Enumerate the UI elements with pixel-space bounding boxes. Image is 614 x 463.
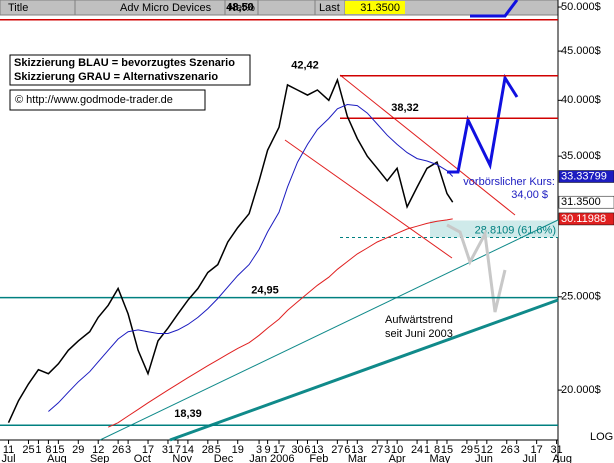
x-tick-label: 31 <box>550 444 562 456</box>
header-cell: Title <box>8 2 28 14</box>
channel-line <box>284 139 453 259</box>
x-month-label: Mar <box>348 453 367 463</box>
y-tick-label: 50.000$ <box>561 1 601 13</box>
x-month-label: Oct <box>134 453 151 463</box>
x-tick-label: 17 <box>142 444 154 456</box>
x-tick-label: 3 <box>256 444 262 456</box>
series-line <box>7 77 454 424</box>
level-label: 18,39 <box>174 408 202 420</box>
last-label: 33.33799 <box>561 170 607 182</box>
x-tick-label: 15 <box>52 444 64 456</box>
scenario-blue <box>470 0 519 18</box>
x-tick-label: 24 <box>411 444 423 456</box>
level-label: 48,50 <box>226 2 254 14</box>
y-tick-label: 40.000$ <box>561 94 601 106</box>
x-month-label: Sep <box>90 453 110 463</box>
copyright: © http://www.godmode-trader.de <box>15 94 173 106</box>
header-cell: Last <box>319 2 340 14</box>
last-label: 30.11988 <box>561 213 606 225</box>
x-tick-label: 15 <box>441 444 453 456</box>
x-tick-label: 12 <box>481 444 493 456</box>
y-tick-label: 20.000$ <box>561 384 601 396</box>
x-month-label: Jan 2006 <box>249 453 294 463</box>
x-tick-label: 1 <box>35 444 41 456</box>
x-tick-label: 13 <box>311 444 323 456</box>
x-tick-label: 26 <box>112 444 124 456</box>
note: Skizzierung BLAU = bevorzugtes Szenario <box>14 57 235 69</box>
x-month-label: Aug <box>552 453 572 463</box>
trend-label: seit Juni 2003 <box>385 328 453 340</box>
x-tick-label: 19 <box>232 444 244 456</box>
x-month-label: Jul <box>2 453 16 463</box>
level-label: 42,42 <box>291 60 319 72</box>
x-month-label: Apr <box>389 453 406 463</box>
x-tick-label: 13 <box>351 444 363 456</box>
x-tick-label: 3 <box>384 444 390 456</box>
x-tick-label: 30 <box>291 444 303 456</box>
x-tick-label: 31 <box>162 444 174 456</box>
y-tick-label: 45.000$ <box>561 45 601 57</box>
scenario-gray <box>446 223 507 313</box>
series-line <box>107 218 453 428</box>
level-label: 24,95 <box>251 285 279 297</box>
channel-line <box>339 74 516 216</box>
x-tick-label: 12 <box>92 444 104 456</box>
x-tick-label: 29 <box>461 444 473 456</box>
note: Skizzierung GRAU = Alternativszenario <box>14 71 218 83</box>
x-tick-label: 6 <box>344 444 350 456</box>
fib-label: 28.8109 (61.6%) <box>475 224 556 236</box>
x-tick-label: 5 <box>474 444 480 456</box>
x-month-label: Jul <box>522 453 536 463</box>
x-tick-label: 1 <box>424 444 430 456</box>
x-tick-label: 3 <box>514 444 520 456</box>
x-month-label: Nov <box>172 453 192 463</box>
scenario-blue <box>447 73 519 174</box>
x-tick-label: 6 <box>304 444 310 456</box>
last-box <box>558 195 614 209</box>
x-month-label: Feb <box>309 453 328 463</box>
x-tick-label: 3 <box>125 444 131 456</box>
x-tick-label: 27 <box>371 444 383 456</box>
trend-line <box>169 298 559 442</box>
x-tick-label: 29 <box>72 444 84 456</box>
header-cell: Net% <box>228 2 255 14</box>
x-tick-label: 10 <box>391 444 403 456</box>
header-bar: Title Adv Micro Devices Net% Last 31.350… <box>0 0 559 16</box>
x-tick-label: 8 <box>434 444 440 456</box>
last-label: 31.3500 <box>561 196 601 208</box>
trend-line <box>99 219 559 441</box>
x-tick-label: 17 <box>531 444 543 456</box>
level-label: 38,32 <box>391 102 419 114</box>
x-tick-label: 11 <box>3 444 14 456</box>
x-month-label: Aug <box>47 453 67 463</box>
note-box <box>9 54 251 86</box>
last-box <box>558 212 614 226</box>
log-label: LOG <box>590 431 613 443</box>
x-month-label: May <box>429 453 450 463</box>
x-tick-label: 8 <box>45 444 51 456</box>
x-tick-label: 9 <box>265 444 271 456</box>
x-tick-label: 7 <box>175 444 181 456</box>
series-line <box>48 103 454 412</box>
x-month-label: Dec <box>214 453 234 463</box>
x-tick-label: 27 <box>331 444 343 456</box>
y-tick-label: 35.000$ <box>561 150 601 162</box>
last-box <box>558 170 614 183</box>
copyright-box <box>9 89 206 111</box>
x-tick-label: 14 <box>182 444 194 456</box>
x-tick-label: 17 <box>273 444 285 456</box>
premarket-price: 34,00 $ <box>511 189 548 201</box>
premarket-label: vorbörslicher Kurs: <box>463 176 555 188</box>
x-tick-label: 28 <box>202 444 214 456</box>
x-month-label: Jun <box>475 453 493 463</box>
trend-label: Aufwärtstrend <box>385 314 453 326</box>
x-tick-label: 5 <box>215 444 221 456</box>
header-last: 31.3500 <box>360 2 400 14</box>
y-tick-label: 25.000$ <box>561 291 601 303</box>
x-tick-label: 26 <box>501 444 513 456</box>
header-cell: Adv Micro Devices <box>120 2 212 14</box>
x-tick-label: 25 <box>22 444 34 456</box>
